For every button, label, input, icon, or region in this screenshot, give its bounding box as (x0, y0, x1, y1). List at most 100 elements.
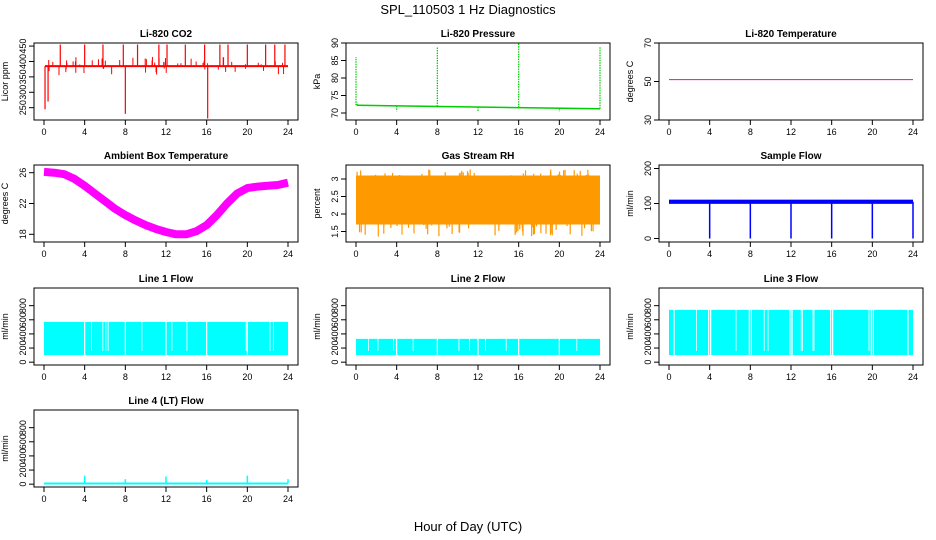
y-tick-label: 300 (18, 85, 28, 100)
y-tick-label: 0 (18, 360, 28, 365)
x-tick-label: 8 (123, 249, 128, 259)
x-tick-label: 24 (908, 372, 918, 382)
x-tick-label: 24 (283, 249, 293, 259)
y-tick-label: 85 (330, 55, 340, 65)
x-tick-label: 16 (514, 127, 524, 137)
x-tick-label: 20 (867, 372, 877, 382)
x-tick-label: 24 (283, 372, 293, 382)
y-tick-label: 75 (330, 90, 340, 100)
y-tick-label: 80 (330, 73, 340, 83)
x-tick-label: 4 (82, 127, 87, 137)
x-tick-label: 20 (242, 372, 252, 382)
y-axis-label: percent (312, 188, 322, 219)
x-tick-label: 4 (394, 372, 399, 382)
x-tick-label: 20 (554, 249, 564, 259)
x-tick-label: 8 (123, 372, 128, 382)
y-tick-label: 30 (643, 115, 653, 125)
x-tick-label: 4 (707, 249, 712, 259)
y-tick-label: 800 (18, 420, 28, 435)
x-tick-label: 20 (242, 127, 252, 137)
panel-line2: Line 2 Flow ml/min 0 4 8 12 16 20 24 0 20040060080… (312, 274, 611, 382)
series-line (43, 167, 289, 239)
panel-title: Sample Flow (760, 151, 821, 162)
y-tick-label: 70 (643, 38, 653, 48)
y-tick-label: 200 (18, 463, 28, 478)
panel-title: Li-820 CO2 (140, 29, 193, 40)
y-tick-label: 400 (18, 448, 28, 463)
y-tick-label: 450 (18, 39, 28, 54)
y-axis-label: ml/min (625, 313, 635, 340)
panel-line3: Line 3 Flow ml/min 0 4 8 12 16 20 24 0 20040060080… (625, 274, 924, 382)
y-axis-label: ml/min (312, 313, 322, 340)
y-tick-label: 400 (330, 326, 340, 341)
y-axis-label: ml/min (0, 313, 10, 340)
x-tick-label: 0 (353, 127, 358, 137)
x-tick-label: 20 (242, 494, 252, 504)
series-band (669, 309, 913, 356)
y-tick-label: 22 (18, 198, 28, 208)
y-tick-label: 2.5 (330, 190, 340, 203)
x-tick-label: 12 (786, 127, 796, 137)
x-tick-label: 8 (435, 372, 440, 382)
x-tick-label: 0 (41, 249, 46, 259)
x-tick-label: 0 (41, 127, 46, 137)
x-tick-label: 12 (473, 249, 483, 259)
x-tick-label: 0 (666, 249, 671, 259)
y-tick-label: 400 (18, 326, 28, 341)
y-tick-label: 800 (643, 298, 653, 313)
x-tick-label: 24 (595, 127, 605, 137)
panel-title: Line 2 Flow (451, 274, 506, 285)
x-tick-label: 0 (353, 249, 358, 259)
panel-li820temp: Li-820 Temperature degrees C 0 4 8 12 16 20 24 30… (625, 29, 924, 137)
plot-frame (658, 42, 924, 121)
panel-pressure: Li-820 Pressure kPa 0 4 8 12 16 20 24 70 75 80 85 90 (312, 29, 611, 137)
y-tick-label: 200 (643, 161, 653, 176)
x-tick-label: 16 (202, 249, 212, 259)
y-tick-label: 2 (330, 211, 340, 216)
y-tick-label: 800 (18, 298, 28, 313)
y-tick-label: 250 (18, 100, 28, 115)
y-tick-label: 400 (643, 326, 653, 341)
figure-xlabel: Hour of Day (UTC) (414, 519, 522, 534)
x-tick-label: 24 (595, 249, 605, 259)
x-tick-label: 24 (283, 127, 293, 137)
panel-title: Li-820 Temperature (745, 29, 837, 40)
plot-frame (33, 42, 299, 121)
x-tick-label: 12 (161, 249, 171, 259)
x-tick-label: 4 (82, 249, 87, 259)
x-tick-label: 4 (707, 127, 712, 137)
y-tick-label: 200 (18, 341, 28, 356)
y-tick-label: 350 (18, 69, 28, 84)
y-axis-label: degrees C (0, 182, 10, 224)
y-axis-label: kPa (312, 74, 322, 90)
x-tick-label: 12 (786, 249, 796, 259)
panel-title: Line 3 Flow (764, 274, 819, 285)
y-tick-label: 1.5 (330, 225, 340, 238)
plot-frame (33, 409, 299, 488)
x-tick-label: 8 (435, 249, 440, 259)
x-tick-label: 24 (595, 372, 605, 382)
panel-line4: Line 4 (LT) Flow ml/min 0 4 8 12 16 20 24 0 200400… (0, 396, 299, 504)
y-tick-label: 0 (330, 360, 340, 365)
y-axis-label: Licor ppm (0, 62, 10, 102)
x-tick-label: 20 (242, 249, 252, 259)
x-tick-label: 24 (908, 127, 918, 137)
x-tick-label: 20 (867, 127, 877, 137)
x-tick-label: 4 (707, 372, 712, 382)
x-tick-label: 12 (161, 494, 171, 504)
x-tick-label: 8 (748, 127, 753, 137)
x-tick-label: 12 (161, 127, 171, 137)
y-tick-label: 0 (18, 482, 28, 487)
y-tick-label: 100 (643, 196, 653, 211)
panel-title: Line 4 (LT) Flow (128, 396, 204, 407)
series-band (356, 175, 600, 225)
x-tick-label: 0 (666, 372, 671, 382)
x-tick-label: 12 (786, 372, 796, 382)
x-tick-label: 16 (514, 249, 524, 259)
x-tick-label: 20 (554, 372, 564, 382)
x-tick-label: 24 (283, 494, 293, 504)
x-tick-label: 4 (394, 249, 399, 259)
